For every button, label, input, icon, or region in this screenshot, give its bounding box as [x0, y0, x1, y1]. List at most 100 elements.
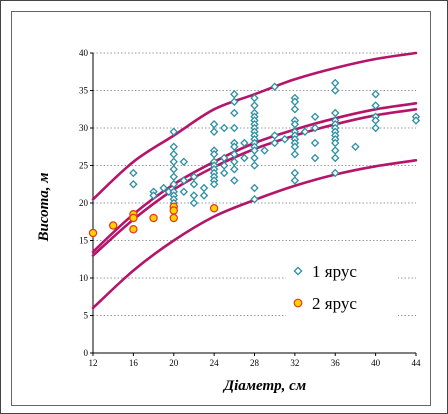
series-1-point	[169, 150, 178, 159]
x-tick-label: 40	[371, 358, 381, 368]
tick-labels: 0 5 10 15 20 25 30 35 40 12 16 20 24 28 32 36 40 44	[79, 48, 421, 368]
axes	[90, 52, 417, 356]
series-1-point	[169, 142, 178, 151]
series-1-point	[209, 120, 219, 129]
x-tick-label: 24	[210, 358, 220, 368]
y-tick-label: 35	[79, 86, 89, 96]
y-tick-label: 25	[79, 161, 89, 171]
series-2-point	[169, 206, 178, 215]
series-1-point	[219, 168, 229, 178]
series-1-point	[169, 127, 178, 136]
series-1-point	[169, 172, 178, 181]
series-1-point	[290, 105, 300, 114]
series-1-point	[310, 138, 320, 148]
x-tick-label: 32	[290, 358, 299, 368]
series-1-point	[290, 150, 300, 159]
legend-box	[286, 255, 398, 319]
series-1-point	[310, 123, 320, 133]
y-tick-label: 10	[79, 273, 89, 283]
series-1-point	[179, 187, 189, 196]
series-1-point	[179, 176, 189, 185]
series-1-point	[240, 138, 249, 148]
series-2-point	[169, 213, 178, 223]
series-1-point	[331, 86, 340, 95]
series-2-point	[129, 213, 138, 223]
series-1-point	[129, 168, 138, 178]
series-1-point	[331, 146, 340, 155]
series-1-point	[189, 180, 199, 189]
series-1-point	[189, 191, 199, 200]
series-1-point	[371, 90, 380, 99]
series-1-point	[230, 97, 239, 106]
series-1-point	[290, 176, 300, 185]
x-tick-label: 36	[331, 358, 341, 368]
series-1-point	[250, 195, 259, 204]
series-1-point	[310, 112, 320, 121]
series-2-point	[149, 213, 158, 223]
x-tick-label: 44	[412, 358, 422, 368]
series-1-point	[270, 138, 279, 148]
series-1-point	[230, 165, 239, 174]
y-tick-label: 0	[84, 348, 89, 358]
data-points	[88, 78, 421, 238]
series-1-point	[209, 127, 219, 136]
series-1-point	[129, 180, 138, 189]
y-tick-label: 30	[79, 123, 89, 133]
series-1-point	[189, 198, 199, 208]
legend: 1 ярус 2 ярус	[286, 255, 398, 319]
series-1-point	[219, 123, 229, 133]
series-1-point	[250, 153, 259, 163]
series-1-point	[371, 123, 380, 133]
x-tick-label: 12	[89, 358, 98, 368]
series-1-point	[371, 101, 380, 110]
legend-label-series-2: 2 ярус	[312, 294, 357, 313]
series-1-point	[300, 127, 310, 136]
x-axis-title: Діаметр, см	[222, 378, 306, 394]
series-1-point	[230, 90, 239, 99]
series-1-point	[169, 165, 178, 174]
series-1-point	[230, 176, 239, 185]
series-1-point	[270, 82, 279, 91]
series-1-point	[230, 108, 239, 118]
series-1-point	[209, 180, 219, 189]
series-2-point	[129, 225, 138, 234]
y-tick-label: 15	[79, 236, 89, 246]
series-1-point	[331, 168, 340, 178]
series-2-point	[88, 228, 98, 238]
x-tick-label: 20	[169, 358, 179, 368]
series-1-point	[290, 168, 300, 178]
x-tick-label: 28	[250, 358, 260, 368]
series-1-point	[250, 161, 259, 170]
series-1-point	[149, 191, 158, 200]
series-2-point	[108, 221, 118, 230]
series-1-point	[159, 183, 168, 193]
legend-marker-series-2	[293, 298, 303, 308]
chart-frame-inner	[11, 11, 431, 406]
series-1-point	[169, 157, 178, 166]
series-1-point	[179, 157, 189, 166]
series-1-point	[250, 101, 259, 110]
x-tick-label: 16	[129, 358, 139, 368]
series-1-point	[310, 153, 320, 163]
y-tick-label: 20	[79, 198, 89, 208]
series-1-point	[331, 78, 340, 88]
series-1-point	[331, 153, 340, 163]
series-1-point	[240, 153, 249, 163]
series-1-point	[230, 123, 239, 133]
y-tick-label: 5	[84, 311, 89, 321]
series-1-point	[250, 183, 259, 193]
series-1-point	[411, 116, 421, 125]
series-2-point	[209, 204, 219, 213]
series-1-point	[280, 135, 290, 144]
series-1-point	[199, 191, 209, 200]
series-1-point	[331, 108, 340, 118]
legend-marker-series-1	[293, 266, 303, 276]
y-tick-label: 40	[79, 48, 89, 58]
series-1-point	[199, 183, 209, 193]
legend-label-series-1: 1 ярус	[312, 262, 357, 281]
y-axis-title: Висота, м	[36, 172, 52, 242]
series-1-point	[351, 142, 360, 151]
series-1-point	[260, 146, 269, 155]
